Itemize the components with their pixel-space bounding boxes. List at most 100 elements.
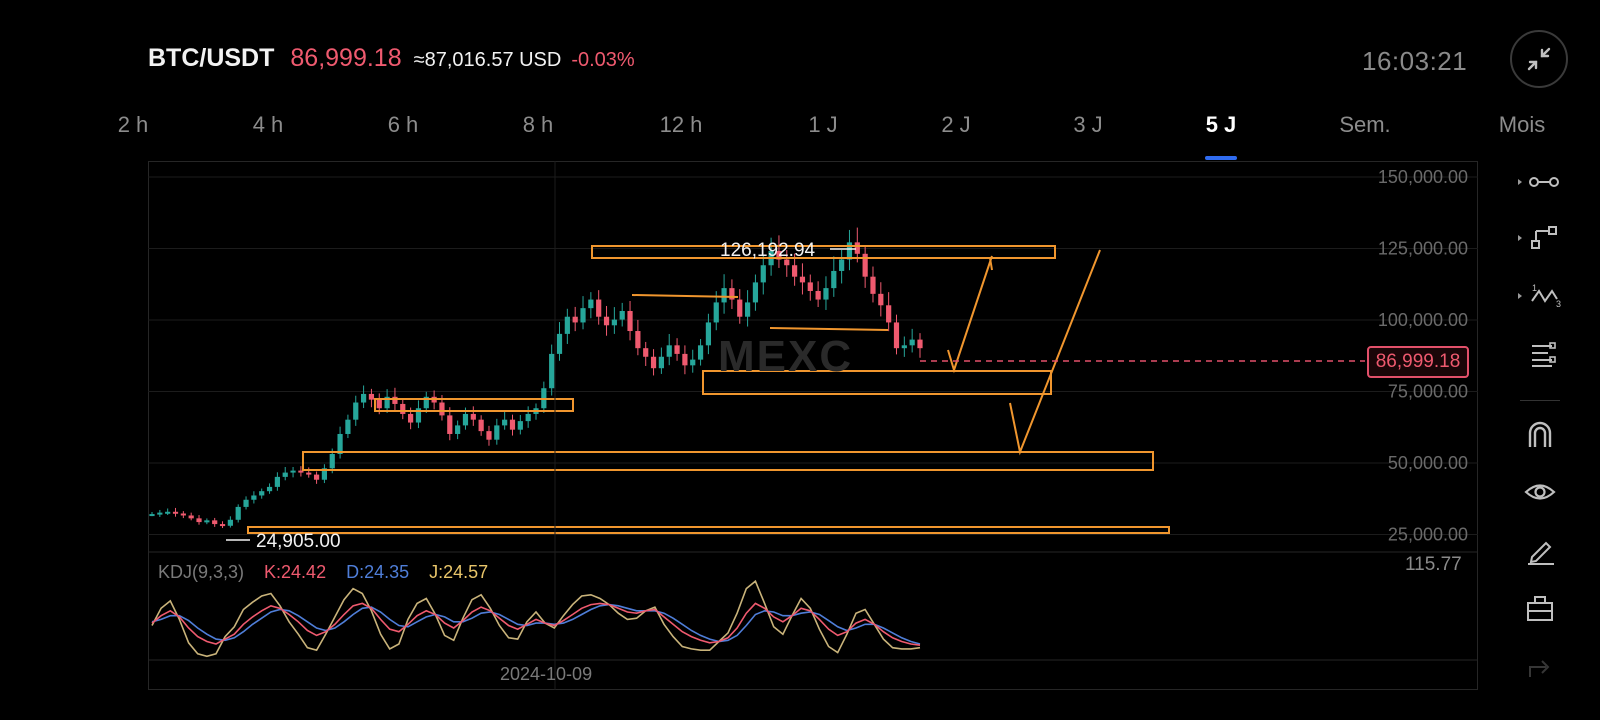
candle (360, 393, 367, 403)
tool-share[interactable] (1500, 644, 1580, 688)
candle (893, 322, 900, 349)
tool-pattern[interactable]: 1 3 (1500, 274, 1580, 318)
kdj-legend: KDJ(9,3,3) K:24.42 D:24.35 J:24.57 (158, 562, 488, 583)
candle (588, 299, 594, 309)
candle (603, 316, 610, 326)
candle (846, 242, 853, 260)
y-tick-label: 150,000.00 (1378, 167, 1468, 187)
kdj-k-value: K:24.42 (264, 562, 327, 582)
candle (776, 250, 782, 260)
kdj-name[interactable]: KDJ(9,3,3) (158, 562, 245, 582)
candle (321, 468, 328, 480)
candle (886, 305, 892, 323)
last-price: 86,999.18 (290, 44, 402, 72)
projection-path-1 (947, 255, 993, 374)
tool-magnet[interactable] (1500, 412, 1580, 456)
range-line-lower (769, 327, 889, 331)
candle (219, 524, 226, 527)
tab-4h[interactable]: 4 h (252, 112, 284, 137)
active-tab-indicator (1205, 156, 1237, 160)
candle (408, 413, 414, 423)
trading-pair[interactable]: BTC/USDT (148, 44, 275, 72)
candle (337, 433, 343, 454)
chart-frame[interactable] (148, 161, 1478, 690)
candle (415, 408, 422, 423)
candle (525, 413, 531, 422)
ticker-header: BTC/USDT 86,999.18 ≈87,016.57 USD -0.03% (148, 44, 635, 80)
candle (752, 282, 759, 303)
candle (157, 512, 163, 515)
candle (917, 339, 923, 349)
candle (831, 270, 837, 289)
tool-trend-line[interactable] (1500, 216, 1580, 260)
tab-5j[interactable]: 5 J (1205, 112, 1237, 137)
candle (862, 253, 868, 277)
tab-6h[interactable]: 6 h (387, 112, 419, 137)
trend-line-icon (1518, 226, 1557, 249)
collapse-button[interactable] (1510, 30, 1568, 88)
candle (901, 345, 907, 349)
tab-sem[interactable]: Sem. (1339, 112, 1391, 137)
candle (259, 491, 265, 496)
fibonacci-icon (1532, 342, 1556, 367)
svg-text:1: 1 (1532, 283, 1537, 293)
y-tick-label: 50,000.00 (1388, 453, 1468, 473)
candle (627, 311, 633, 332)
candle (658, 356, 664, 369)
last-price-tag: 86,999.18 (1367, 346, 1469, 378)
tab-8h[interactable]: 8 h (522, 112, 554, 137)
candle (251, 495, 257, 500)
candle (165, 511, 171, 514)
support-zone-low (302, 451, 1154, 471)
tool-horizontal-line[interactable] (1500, 160, 1580, 204)
candle (697, 345, 704, 360)
candle (643, 348, 649, 357)
candle (705, 322, 712, 346)
y-tick-label: 75,000.00 (1388, 382, 1468, 402)
candle (455, 425, 461, 434)
tab-mois[interactable]: Mois (1498, 112, 1546, 137)
candle (744, 302, 751, 317)
candle (619, 311, 625, 320)
candle (792, 265, 798, 277)
base-zone (247, 526, 1170, 534)
tab-1j[interactable]: 1 J (808, 112, 838, 137)
projection-path-2 (1009, 249, 1101, 456)
tab-2h[interactable]: 2 h (117, 112, 149, 137)
interval-tabs: 2 h 4 h 6 h 8 h 12 h 1 J 2 J 3 J 5 J Sem… (0, 112, 1600, 162)
price-change: -0.03% (571, 49, 635, 71)
svg-text:3: 3 (1556, 299, 1561, 309)
tool-edit[interactable] (1500, 528, 1580, 572)
candle (509, 419, 516, 430)
candle (313, 474, 320, 480)
candle (878, 293, 884, 306)
candle (447, 415, 453, 434)
user-drawings (226, 245, 1365, 541)
candle (353, 402, 359, 420)
tab-3j[interactable]: 3 J (1073, 112, 1103, 137)
candle (188, 515, 194, 519)
tool-fibonacci[interactable] (1500, 332, 1580, 376)
candle (713, 302, 719, 323)
candle (478, 419, 484, 432)
tab-12h[interactable]: 12 h (659, 112, 703, 137)
candle (384, 396, 390, 409)
clock: 16:03:21 (1362, 46, 1468, 76)
candle (376, 399, 382, 409)
tool-visibility[interactable] (1500, 470, 1580, 514)
kdj-d-line (151, 603, 921, 645)
candle (784, 259, 790, 266)
chart-grid (148, 176, 1478, 535)
consolidation-zone (374, 398, 574, 412)
price-axis: 150,000.00 125,000.00 100,000.00 75,000.00 5… (1378, 167, 1468, 545)
candle (596, 299, 602, 317)
candle (564, 316, 570, 334)
candle (306, 472, 312, 475)
candle (329, 454, 335, 469)
tab-2j[interactable]: 2 J (941, 112, 971, 137)
candle (298, 470, 304, 473)
tool-templates[interactable] (1500, 586, 1580, 630)
eye-icon (1524, 484, 1556, 500)
resistance-zone-top (591, 245, 1056, 259)
